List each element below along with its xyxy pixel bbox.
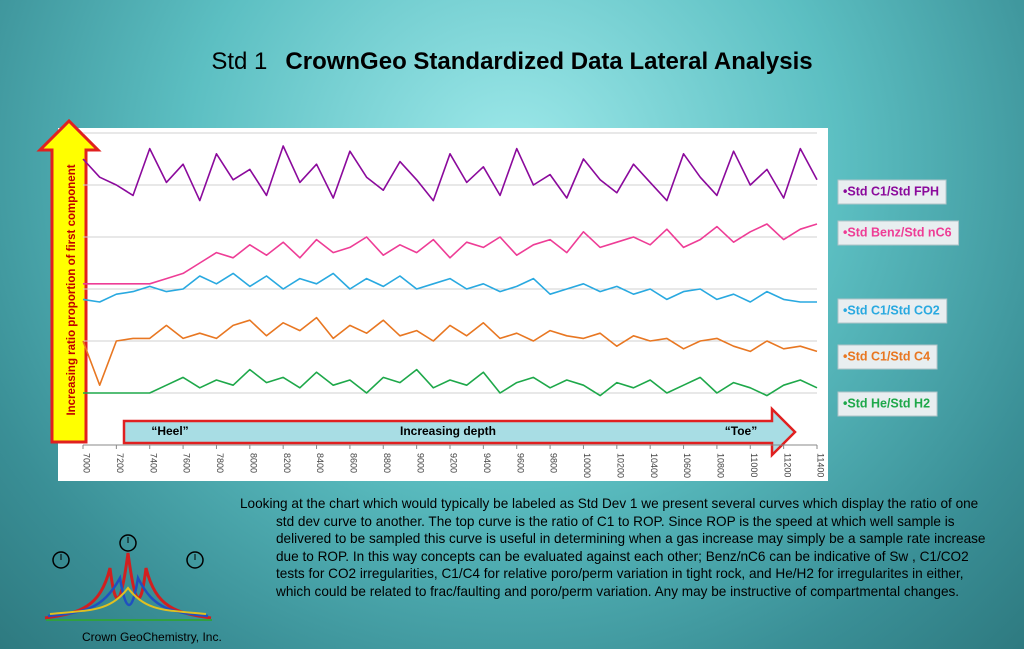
x-tick-label: 9000 — [415, 453, 425, 473]
logo — [44, 534, 212, 621]
x-tick-label: 10200 — [615, 453, 625, 478]
series-line — [82, 145, 818, 202]
title-main: CrownGeo Standardized Data Lateral Analy… — [285, 48, 813, 75]
x-tick-label: 9600 — [515, 453, 525, 473]
x-arrow-label: “Toe” — [725, 424, 757, 438]
legend-label: •Std C1/Std FPH — [843, 184, 939, 198]
series-line — [83, 368, 818, 397]
x-arrow — [122, 405, 797, 459]
x-tick-label: 8200 — [282, 453, 292, 473]
company-name: Crown GeoChemistry, Inc. — [82, 630, 222, 644]
title-prefix: Std 1 — [211, 48, 268, 75]
x-tick-label: 11200 — [782, 453, 792, 477]
chart: Increasing ratio proportion of first com… — [36, 118, 960, 479]
x-tick-label: 11400 — [816, 453, 826, 477]
x-tick-label: 8000 — [248, 453, 258, 473]
x-arrow-label: Increasing depth — [400, 424, 496, 438]
legend-box — [837, 179, 947, 205]
x-arrow-label: “Heel” — [151, 424, 188, 438]
x-tick-label: 9800 — [549, 453, 559, 473]
legend-box — [837, 298, 948, 324]
x-tick-label: 11000 — [749, 453, 759, 477]
legend-box — [837, 220, 960, 246]
x-tick-label: 10800 — [716, 453, 726, 478]
slide-title: Std 1 CrownGeo Standardized Data Lateral … — [0, 48, 1024, 76]
series-line — [83, 223, 818, 285]
x-tick-label: 7200 — [115, 453, 125, 473]
legend-label: •Std Benz/Std nC6 — [843, 225, 952, 239]
x-tick-label: 9400 — [482, 453, 492, 473]
x-tick-label: 7400 — [148, 453, 158, 473]
x-tick-label: 7800 — [215, 453, 225, 473]
x-tick-label: 8600 — [349, 453, 359, 473]
x-tick-label: 8400 — [315, 453, 325, 473]
legend-label: •Std C1/Std C4 — [843, 349, 930, 363]
x-tick-label: 10600 — [682, 453, 692, 478]
x-tick-label: 10000 — [582, 453, 592, 478]
x-tick-label: 10400 — [649, 453, 659, 478]
x-tick-label: 9200 — [449, 453, 459, 473]
legend-label: •Std C1/Std CO2 — [843, 303, 940, 317]
x-tick-label: 8800 — [382, 453, 392, 473]
x-tick-label: 7000 — [82, 453, 92, 473]
legend-label: •Std He/Std H2 — [843, 396, 930, 410]
series-line — [82, 272, 817, 303]
legend-box — [837, 391, 938, 417]
legend-box — [837, 344, 938, 370]
description: Looking at the chart which would typical… — [240, 496, 986, 599]
series-line — [82, 316, 818, 386]
x-tick-label: 7600 — [182, 453, 192, 473]
y-arrow-label: Increasing ratio proportion of first com… — [66, 164, 78, 415]
